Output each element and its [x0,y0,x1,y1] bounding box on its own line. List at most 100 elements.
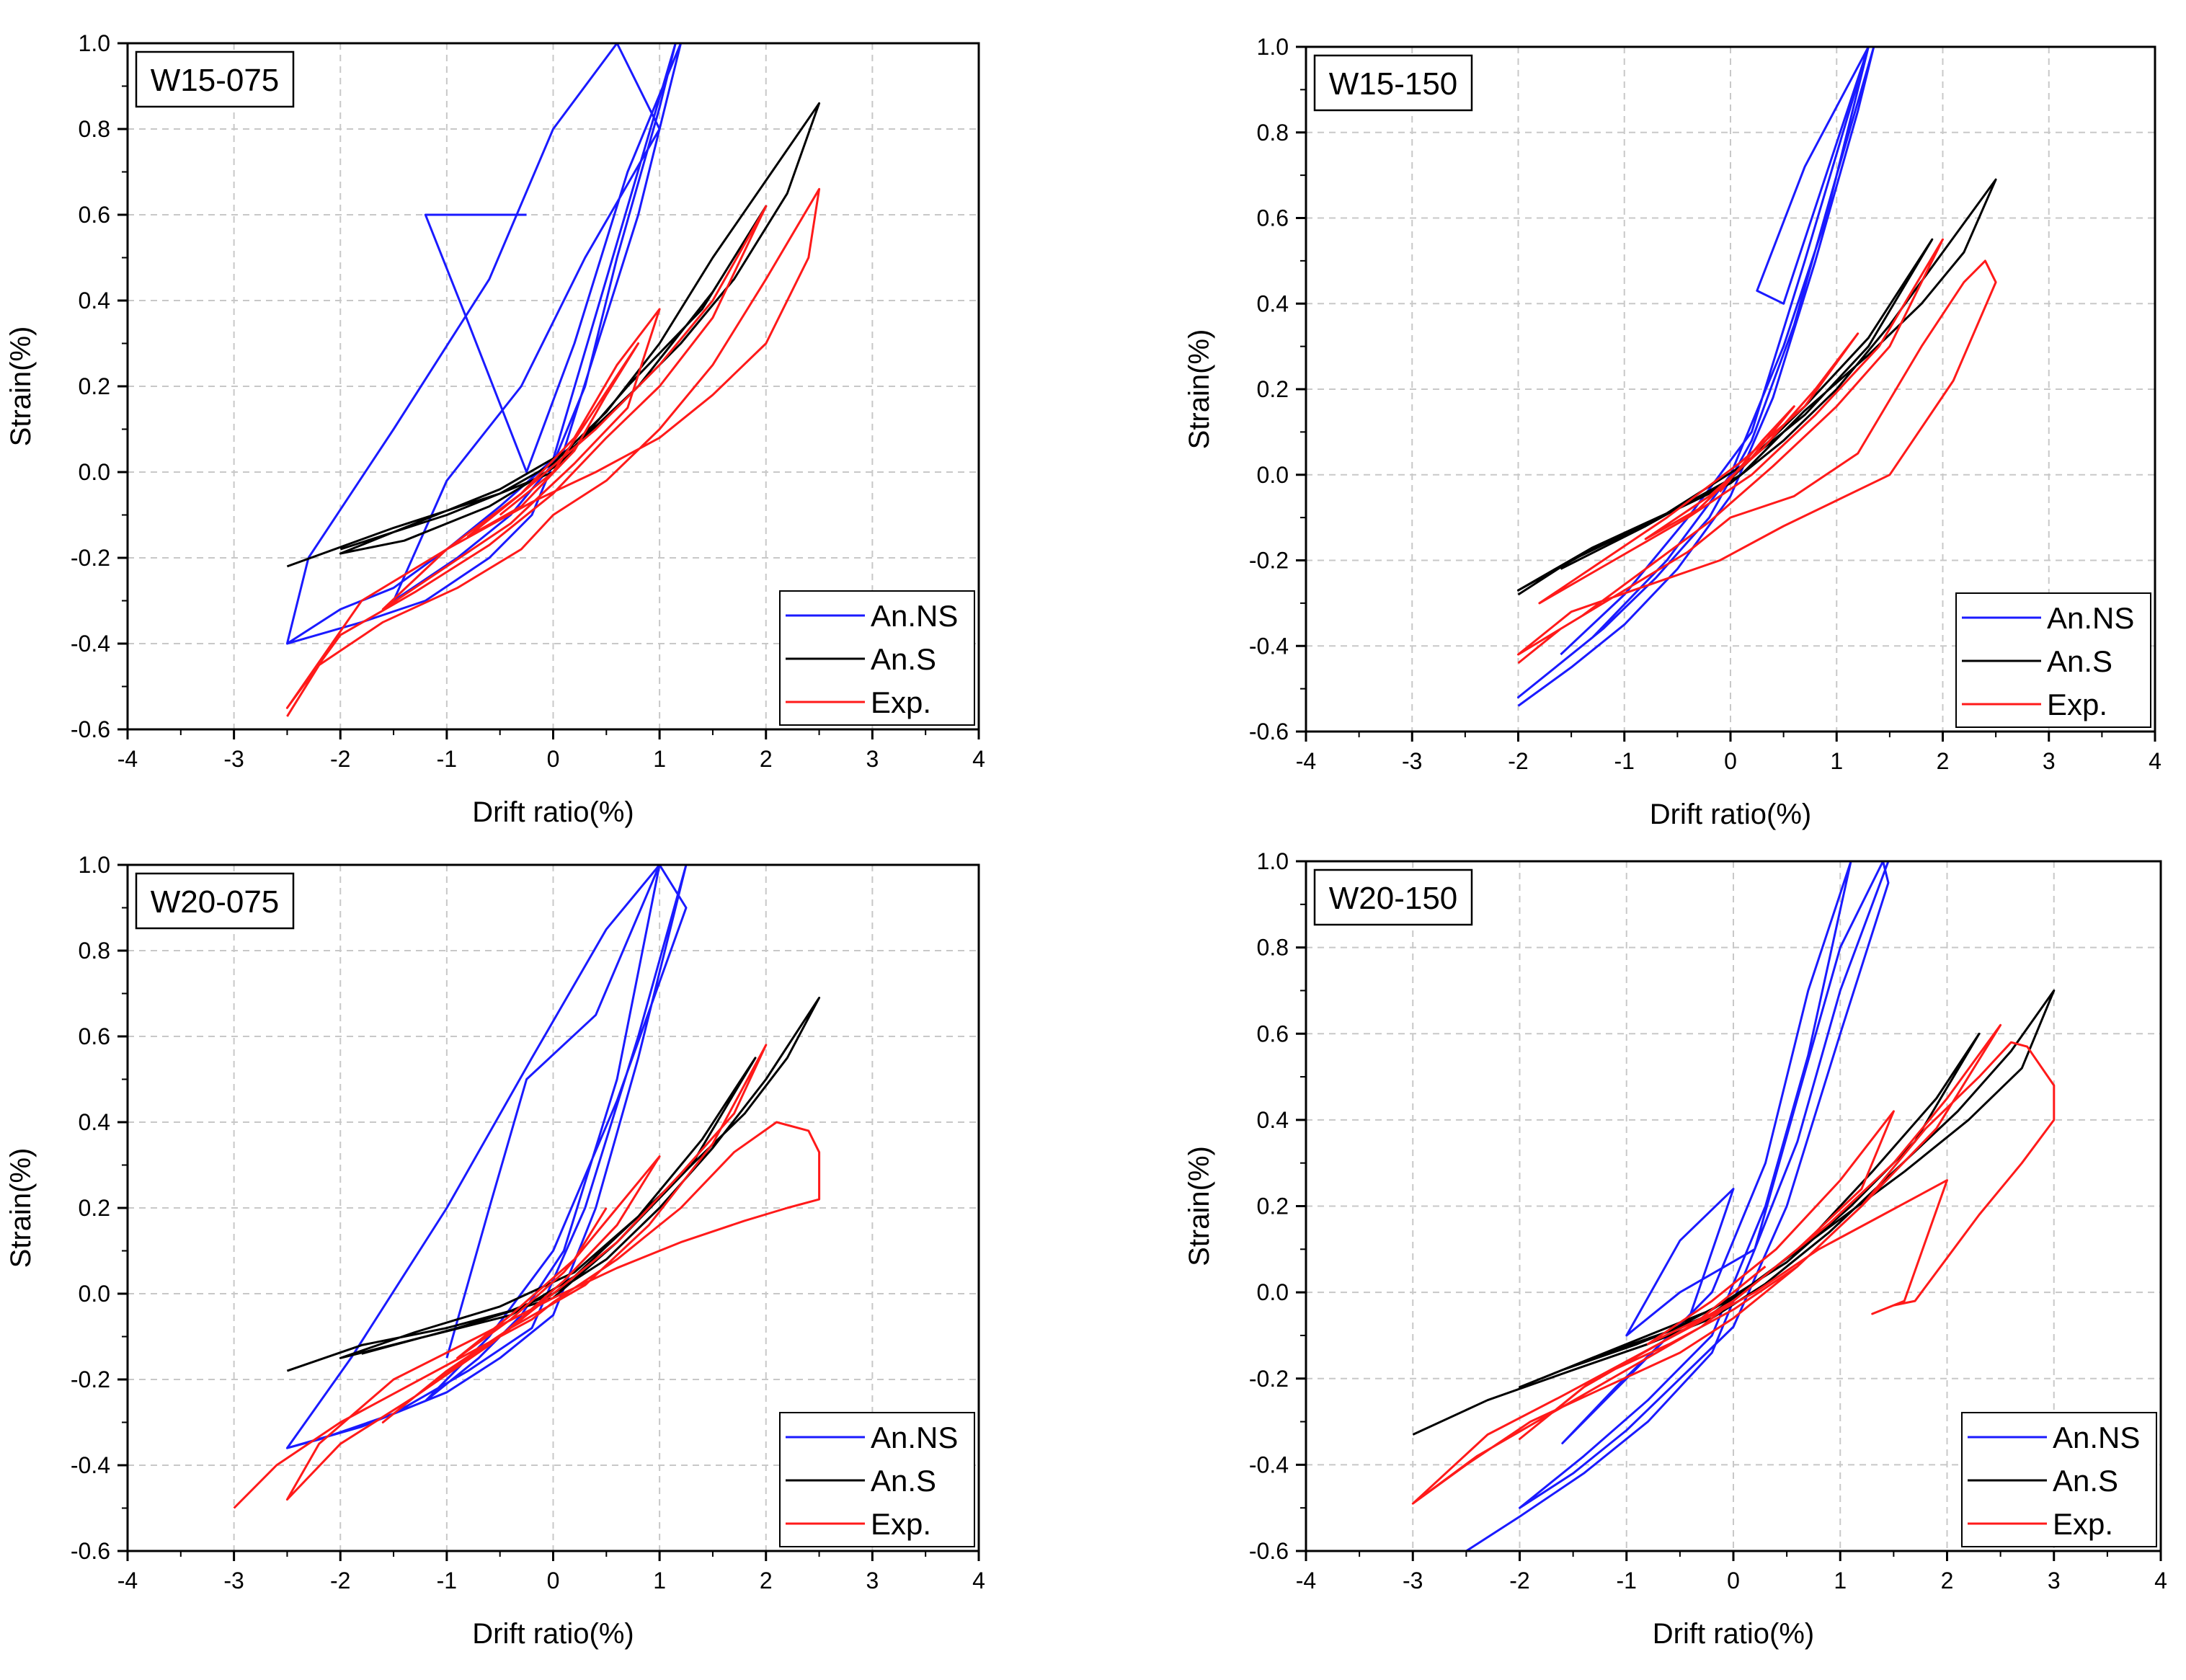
y-tick-label: 0.8 [79,938,110,964]
panel-label-text: W15-075 [151,63,280,98]
y-tick-label: -0.4 [71,1452,110,1478]
y-tick-label: 0.6 [1257,205,1289,231]
y-tick-label: 0.8 [1257,120,1289,146]
legend-label-an-ns: An.NS [2047,601,2134,635]
y-tick-label: -0.2 [71,1366,110,1392]
x-tick-label: 1 [1830,748,1843,774]
x-tick-label: 1 [1834,1568,1847,1594]
y-tick-label: -0.6 [71,1538,110,1564]
y-tick-label: 0.4 [1257,1107,1289,1133]
x-tick-label: 4 [972,1568,985,1594]
x-tick-label: 4 [2149,748,2161,774]
series-line-an-ns [1517,47,1875,707]
legend-label-an-s: An.S [871,1464,936,1498]
chart-panel-w20-150: -4 -3 -2 -1 0 1 2 3 4 -0.6 -0.4 -0.2 0.0 0.2 0.4 0.6 0.8… [1183,848,2167,1650]
x-axis-title: Drift ratio(%) [472,796,634,828]
legend-label-an-s: An.S [2047,644,2112,678]
series-line-exp [285,187,821,717]
series-line-exp [1411,1023,2056,1505]
panel-label: W20-075 [135,872,295,930]
x-tick-label: 3 [2043,748,2056,774]
x-tick-label: 2 [1937,748,1950,774]
x-tick-label: 3 [866,1568,879,1594]
x-tick-label: -3 [1402,748,1422,774]
series-line-an-ns [285,43,683,645]
y-tick-label: 0.8 [79,116,110,142]
y-tick-label: 0.6 [79,1023,110,1049]
panel-label-text: W20-150 [1329,881,1458,916]
y-tick-label: -0.6 [1249,719,1289,745]
x-tick-label: 0 [547,746,560,772]
y-tick-label: -0.2 [1249,1366,1289,1392]
x-tick-label: -4 [1296,1568,1316,1594]
y-tick-label: -0.6 [1249,1538,1289,1564]
y-tick-label: 0.2 [1257,376,1289,402]
x-tick-label: -1 [1617,1568,1637,1594]
y-tick-label: 1.0 [1257,848,1289,874]
x-tick-label: -1 [437,746,457,772]
series-line-an-s [1517,178,1997,596]
x-tick-label: -3 [223,1568,244,1594]
legend-label-an-ns: An.NS [871,1421,958,1454]
panel-label-box [1313,54,1473,112]
legend: An.NS An.S Exp. [1961,1412,2157,1547]
panel-label-box [135,872,295,930]
legend: An.NS An.S Exp. [779,1412,975,1547]
legend-label-an-ns: An.NS [871,599,958,633]
x-tick-label: 1 [653,746,666,772]
y-tick-label: 0.4 [79,1109,110,1135]
x-tick-label: -2 [330,1568,350,1594]
legend-label-exp: Exp. [871,1507,931,1541]
panel-label-text: W20-075 [151,884,280,920]
panel-label: W15-075 [135,50,295,108]
x-axis-title: Drift ratio(%) [472,1618,634,1650]
y-tick-label: 0.6 [79,202,110,228]
y-tick-label: 0.2 [1257,1194,1289,1219]
y-tick-label: -0.2 [1249,548,1289,574]
legend-label-an-ns: An.NS [2053,1421,2140,1454]
x-tick-label: -4 [117,1568,138,1594]
y-tick-label: 0.4 [79,288,110,314]
y-tick-label: 0.0 [79,459,110,485]
x-tick-label: -4 [1296,748,1316,774]
y-tick-label: 0.0 [1257,462,1289,488]
panel-label: W15-150 [1313,54,1473,112]
y-tick-label: 1.0 [1257,34,1289,60]
series-line-an-s [286,102,821,568]
legend-label-exp: Exp. [2053,1507,2113,1541]
y-tick-label: 0.8 [1257,935,1289,961]
y-tick-label: -0.2 [71,545,110,571]
y-tick-label: 0.0 [79,1281,110,1307]
x-tick-label: 2 [760,1568,773,1594]
panel-label: W20-150 [1313,868,1473,926]
x-tick-label: -2 [1508,748,1528,774]
series-line-exp [233,1044,821,1509]
y-tick-label: 0.2 [79,373,110,399]
x-axis-title: Drift ratio(%) [1650,799,1811,830]
y-axis-title: Strain(%) [1183,329,1215,450]
y-tick-label: 0.0 [1257,1279,1289,1305]
x-tick-label: -1 [1614,748,1635,774]
x-tick-label: -3 [1403,1568,1423,1594]
x-tick-label: 1 [653,1568,666,1594]
x-axis-title: Drift ratio(%) [1653,1618,1814,1650]
x-tick-label: 4 [972,746,985,772]
legend-label-an-s: An.S [871,642,936,676]
series-line-exp [1517,238,1997,665]
chart-panel-w20-075: -4 -3 -2 -1 0 1 2 3 4 -0.6 -0.4 -0.2 0.0 0.2 0.4 0.6 0.8… [5,852,985,1650]
y-tick-label: 0.4 [1257,290,1289,316]
y-tick-label: 1.0 [79,30,110,56]
y-tick-label: -0.4 [1249,1452,1289,1477]
x-tick-label: -4 [117,746,138,772]
chart-panel-w15-075: -4 -3 -2 -1 0 1 2 3 4 -0.6 -0.4 -0.2 0.0 0.2 0.4 0.6 0.8… [5,30,985,828]
x-tick-label: 0 [1724,748,1737,774]
x-tick-label: 2 [760,746,773,772]
panel-label-box [1313,868,1473,926]
x-tick-label: -2 [1509,1568,1529,1594]
x-tick-label: -3 [223,746,244,772]
legend: An.NS An.S Exp. [779,590,975,726]
panel-label-text: W15-150 [1329,66,1458,102]
legend-label-exp: Exp. [2047,688,2107,721]
legend-label-an-s: An.S [2053,1464,2118,1498]
